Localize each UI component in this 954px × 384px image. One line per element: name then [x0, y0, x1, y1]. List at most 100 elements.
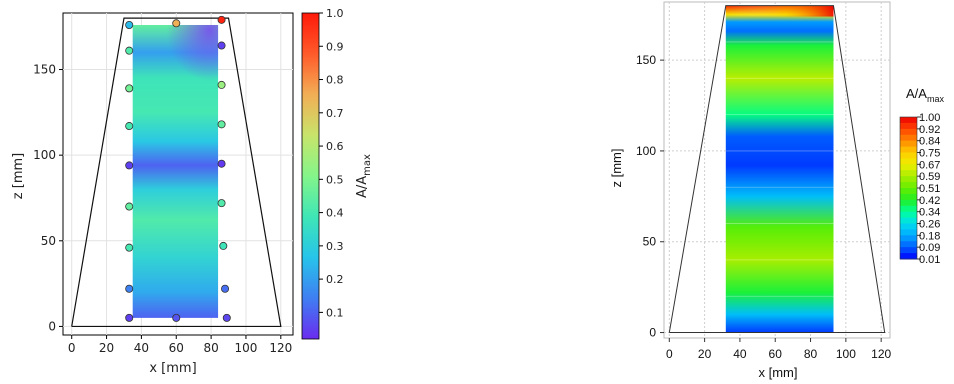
right-colorbar-title: A/Amax — [906, 86, 944, 104]
right-colorbar-block — [900, 117, 917, 124]
left-colorbar-ticks: 0.1 0.2 0.3 0.4 0.5 0.6 0.7 0.8 0.9 1.0 — [319, 7, 344, 319]
right-colorbar-block — [900, 146, 917, 153]
right-colorbar-tick-label: 0.51 — [919, 183, 940, 195]
right-colorbar-block — [900, 164, 917, 171]
sensor-point — [217, 159, 226, 168]
right-colorbar-tick-label: 0.26 — [919, 219, 940, 231]
sensor-point — [217, 41, 226, 50]
sensor-point — [172, 19, 181, 28]
right-colorbar-tick-label: 0.42 — [919, 195, 940, 207]
right-colorbar-block — [900, 217, 917, 224]
right-colorbar-tick-label: 0.67 — [919, 159, 940, 171]
sensor-point — [217, 199, 226, 208]
left-colorbar-tick-label: 1.0 — [326, 7, 344, 20]
left-colorbar-tick-label: 0.1 — [326, 306, 344, 319]
right-colorbar-tick-label: 1.00 — [919, 112, 940, 124]
left-x-tick-label: 100 — [235, 341, 258, 355]
right-x-tick-label: 20 — [698, 347, 712, 361]
left-x-tick-label: 0 — [68, 341, 76, 355]
right-x-tick-label: 0 — [666, 347, 673, 361]
left-colorbar-tick-label: 0.9 — [326, 40, 344, 53]
sensor-point — [219, 241, 228, 250]
sensor-point — [125, 202, 134, 211]
right-colorbar-block — [900, 223, 917, 230]
right-colorbar-block — [900, 253, 917, 260]
left-colorbar-tick-label: 0.7 — [326, 107, 344, 120]
right-x-ticks: 0 20 40 60 80 100 120 — [666, 338, 892, 361]
right-colorbar-block — [900, 182, 917, 189]
right-colorbar-tick-label: 0.09 — [919, 242, 940, 254]
left-colorbar-label: A/Amax — [355, 154, 373, 198]
right-colorbar-block — [900, 247, 917, 254]
sensor-point — [125, 20, 134, 29]
right-x-tick-label: 80 — [804, 347, 818, 361]
right-field-top-band — [725, 5, 834, 17]
left-x-tick-label: 40 — [134, 341, 149, 355]
right-colorbar-block — [900, 199, 917, 207]
right-colorbar-block — [900, 211, 917, 219]
sensor-point — [125, 284, 134, 293]
right-contour-lines — [725, 41, 834, 297]
right-colorbar-tick-label: 0.34 — [919, 207, 940, 219]
right-colorbar-tick-label: 0.92 — [919, 124, 940, 136]
right-y-tick-label: 0 — [649, 326, 656, 340]
left-colorbar-tick-label: 0.8 — [326, 74, 344, 87]
left-y-ticks: 0 50 100 150 — [33, 63, 63, 333]
left-colorbar-tick-label: 0.6 — [326, 140, 344, 153]
sensor-point — [125, 313, 134, 322]
right-colorbar-block — [900, 134, 917, 142]
right-specimen-outline — [668, 5, 886, 334]
right-colorbar-block — [900, 152, 917, 159]
right-x-axis-label: x [mm] — [758, 365, 797, 380]
left-y-tick-label: 100 — [33, 148, 56, 162]
sensor-point — [217, 15, 226, 24]
left-x-tick-label: 60 — [169, 341, 184, 355]
left-y-axis-label: z [mm] — [11, 153, 26, 199]
right-colorbar-block — [900, 122, 917, 130]
right-colorbar-block — [900, 205, 917, 213]
sensor-point — [222, 313, 231, 322]
sensor-point — [172, 313, 181, 322]
right-y-ticks: 0 50 100 150 — [636, 53, 664, 340]
right-y-tick-label: 50 — [643, 235, 657, 249]
sensor-point — [125, 243, 134, 252]
right-colorbar-block — [900, 128, 917, 136]
right-colorbar-block — [900, 158, 917, 165]
sensor-point — [217, 80, 226, 89]
right-colorbar-tick-label: 0.84 — [919, 136, 940, 148]
right-x-tick-label: 60 — [769, 347, 783, 361]
right-amplitude-field — [725, 5, 834, 333]
left-y-tick-label: 50 — [41, 234, 56, 248]
right-colorbar-tick-label: 0.59 — [919, 171, 940, 183]
right-x-tick-label: 100 — [836, 347, 856, 361]
right-x-tick-label: 120 — [871, 347, 891, 361]
sensor-point — [221, 284, 230, 293]
left-x-tick-label: 80 — [203, 341, 218, 355]
right-y-axis-label: z [mm] — [609, 148, 624, 187]
right-colorbar-block — [900, 176, 917, 183]
right-y-tick-label: 150 — [636, 53, 656, 67]
left-x-tick-label: 120 — [269, 341, 292, 355]
sensor-point — [125, 84, 134, 93]
sensor-point — [125, 46, 134, 55]
right-colorbar-tick-label: 0.75 — [919, 148, 940, 160]
right-colorbar-block — [900, 241, 917, 248]
left-specimen-outline — [71, 17, 282, 328]
left-sensor-points — [125, 15, 231, 322]
right-colorbar-block — [900, 229, 917, 236]
right-colorbar-block — [900, 188, 917, 195]
left-y-tick-label: 150 — [33, 63, 56, 77]
right-colorbar-ticks: 1.000.920.840.750.670.590.510.420.340.26… — [917, 112, 940, 266]
right-y-tick-label: 100 — [636, 144, 656, 158]
left-colorbar — [301, 12, 320, 340]
left-x-axis-label: x [mm] — [149, 361, 196, 376]
left-y-tick-label: 0 — [48, 319, 56, 333]
left-colorbar-tick-label: 0.4 — [326, 207, 344, 220]
right-colorbar-block — [900, 235, 917, 242]
sensor-point — [125, 161, 134, 170]
left-colorbar-tick-label: 0.2 — [326, 273, 344, 286]
right-colorbar — [899, 116, 918, 260]
